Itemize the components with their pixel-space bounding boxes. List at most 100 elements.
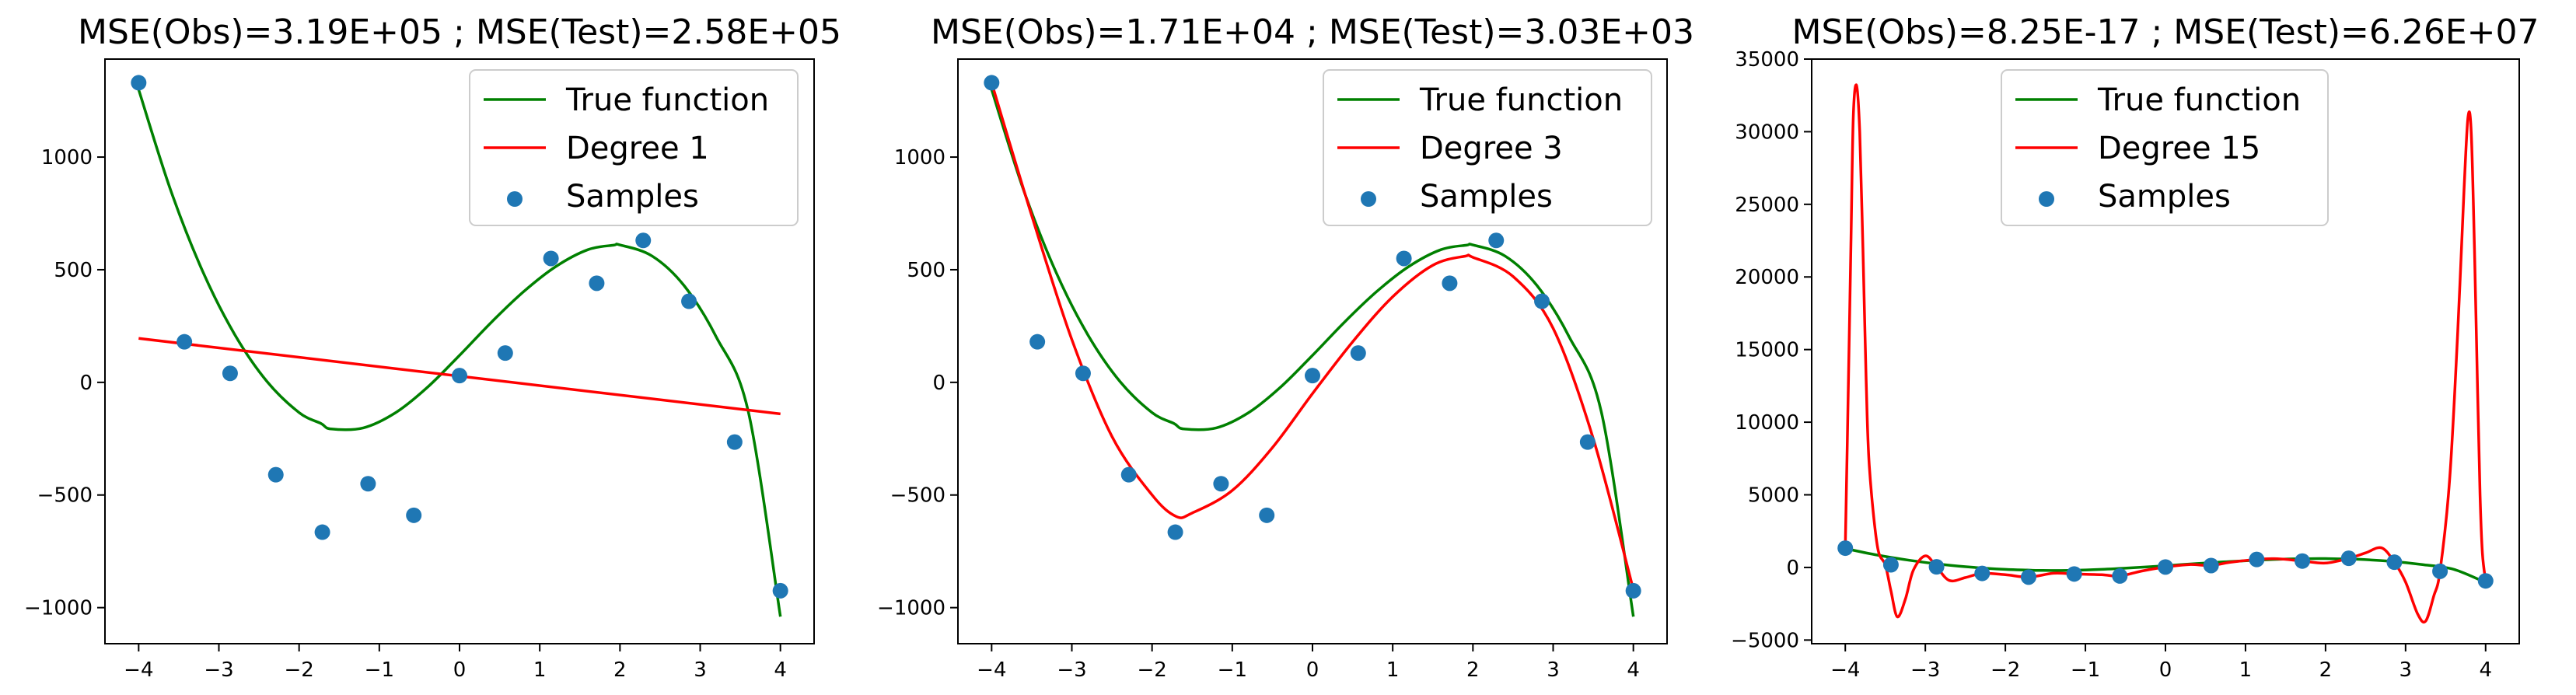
legend: True function Degree 1 Samples bbox=[469, 69, 799, 226]
legend-label: Samples bbox=[566, 179, 699, 215]
sample-point bbox=[543, 250, 559, 267]
sample-point bbox=[497, 345, 513, 361]
legend-label: Degree 3 bbox=[1420, 131, 1563, 166]
sample-point bbox=[1928, 559, 1945, 575]
x-tick-label: 0 bbox=[1306, 658, 1319, 682]
legend: True function Degree 3 Samples bbox=[1323, 69, 1652, 226]
sample-point bbox=[406, 507, 422, 523]
legend-label: Samples bbox=[1420, 179, 1553, 215]
sample-point bbox=[131, 75, 147, 91]
series-true-function bbox=[137, 89, 782, 617]
sample-point bbox=[2203, 557, 2219, 574]
x-tick-label: 3 bbox=[2399, 658, 2413, 682]
x-tick-label: 2 bbox=[613, 658, 627, 682]
x-tick-label: −3 bbox=[204, 658, 233, 682]
sample-point bbox=[1974, 565, 1991, 581]
sample-point bbox=[2386, 554, 2403, 571]
y-tick-label: 0 bbox=[932, 372, 945, 395]
legend-label: True function bbox=[565, 82, 769, 118]
legend-label: Degree 15 bbox=[2098, 131, 2260, 166]
sample-point bbox=[2066, 566, 2082, 582]
x-tick-label: 1 bbox=[533, 658, 547, 682]
legend-label: True function bbox=[1419, 82, 1623, 118]
sample-point bbox=[1029, 334, 1046, 350]
legend: True function Degree 15 Samples bbox=[2001, 69, 2329, 226]
sample-point bbox=[1579, 434, 1596, 450]
y-tick-label: 15000 bbox=[1735, 339, 1799, 362]
sample-point bbox=[1534, 293, 1550, 309]
subplot-3: MSE(Obs)=8.25E-17 ; MSE(Test)=6.26E+07 −4… bbox=[1731, 12, 2539, 682]
sample-point bbox=[452, 368, 467, 384]
sample-point bbox=[1882, 557, 1899, 573]
x-tick-label: −2 bbox=[1138, 658, 1167, 682]
sample-point bbox=[2158, 559, 2173, 575]
x-tick-label: 3 bbox=[1547, 658, 1560, 682]
sample-point bbox=[2295, 553, 2311, 569]
sample-point bbox=[1837, 540, 1854, 557]
sample-point bbox=[726, 434, 743, 450]
sample-point bbox=[1488, 232, 1505, 249]
x-tick-label: −1 bbox=[1218, 658, 1247, 682]
x-tick-label: 4 bbox=[2479, 658, 2492, 682]
series-true-function bbox=[990, 89, 1635, 617]
chart-title: MSE(Obs)=8.25E-17 ; MSE(Test)=6.26E+07 bbox=[1792, 12, 2539, 52]
x-tick-label: 0 bbox=[453, 658, 467, 682]
sample-point bbox=[589, 275, 605, 292]
x-tick-label: 1 bbox=[2239, 658, 2253, 682]
legend-point-marker bbox=[1361, 191, 1376, 207]
sample-point bbox=[2432, 563, 2448, 579]
y-tick-label: 10000 bbox=[1735, 411, 1799, 435]
legend-label: Degree 1 bbox=[566, 131, 709, 166]
y-tick-label: 20000 bbox=[1735, 266, 1799, 289]
legend-label: True function bbox=[2097, 82, 2301, 118]
sample-point bbox=[984, 75, 1000, 91]
x-tick-label: −4 bbox=[124, 658, 153, 682]
x-tick-label: −1 bbox=[2071, 658, 2100, 682]
x-tick-label: 3 bbox=[694, 658, 707, 682]
sample-point bbox=[1213, 476, 1229, 492]
x-tick-label: −1 bbox=[365, 658, 394, 682]
sample-point bbox=[2249, 551, 2265, 568]
sample-point bbox=[177, 334, 193, 350]
sample-point bbox=[1075, 365, 1091, 382]
x-tick-label: −2 bbox=[285, 658, 314, 682]
axes-frame bbox=[104, 58, 815, 644]
sample-point bbox=[314, 524, 330, 540]
x-tick-label: −4 bbox=[1830, 658, 1860, 682]
sample-point bbox=[1305, 368, 1320, 384]
x-tick-label: −2 bbox=[1991, 658, 2020, 682]
y-tick-label: 500 bbox=[907, 259, 945, 282]
sample-point bbox=[1625, 582, 1641, 599]
y-tick-label: 25000 bbox=[1735, 194, 1799, 217]
sample-point bbox=[267, 466, 284, 483]
chart-title: MSE(Obs)=1.71E+04 ; MSE(Test)=3.03E+03 bbox=[931, 12, 1694, 52]
sample-point bbox=[1167, 524, 1183, 540]
legend-point-marker bbox=[507, 191, 523, 207]
sample-point bbox=[2020, 569, 2036, 585]
y-tick-label: 0 bbox=[79, 372, 93, 395]
x-tick-label: 2 bbox=[2319, 658, 2333, 682]
y-tick-label: −500 bbox=[890, 484, 945, 508]
y-tick-label: 30000 bbox=[1735, 120, 1799, 144]
y-tick-label: 500 bbox=[54, 259, 93, 282]
series-degree-15 bbox=[1844, 83, 2487, 624]
y-tick-label: 5000 bbox=[1748, 484, 1799, 507]
y-tick-label: −1000 bbox=[24, 597, 93, 620]
sample-point bbox=[772, 582, 788, 599]
sample-point bbox=[635, 232, 652, 249]
y-tick-label: −5000 bbox=[1731, 629, 1799, 652]
sample-point bbox=[681, 293, 697, 309]
x-tick-label: 4 bbox=[774, 658, 787, 682]
y-tick-label: −500 bbox=[37, 484, 93, 508]
sample-point bbox=[2477, 573, 2494, 589]
x-tick-label: −4 bbox=[977, 658, 1006, 682]
sample-point bbox=[1350, 345, 1366, 361]
sample-point bbox=[1259, 507, 1275, 523]
legend-point-marker bbox=[2039, 191, 2054, 207]
sample-point bbox=[2340, 550, 2357, 567]
axes-frame bbox=[957, 58, 1668, 644]
chart-title: MSE(Obs)=3.19E+05 ; MSE(Test)=2.58E+05 bbox=[78, 12, 841, 52]
x-tick-label: −3 bbox=[1057, 658, 1086, 682]
sample-point bbox=[2112, 568, 2128, 584]
